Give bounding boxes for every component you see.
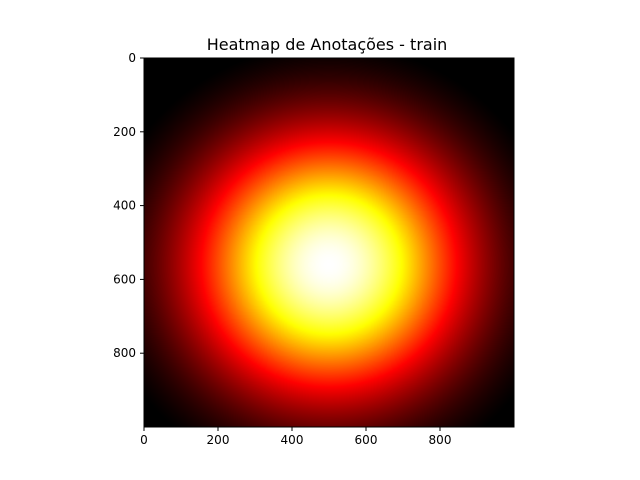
x-tick-label: 600	[355, 433, 378, 447]
x-axis: 0 200 400 600 800	[140, 427, 451, 447]
y-axis: 0 200 400 600 800	[113, 51, 144, 360]
y-tick-label: 400	[113, 199, 136, 213]
y-tick-label: 0	[128, 51, 136, 65]
x-tick-label: 800	[429, 433, 452, 447]
y-tick-label: 200	[113, 125, 136, 139]
x-tick-label: 200	[207, 433, 230, 447]
x-tick-label: 400	[281, 433, 304, 447]
plot-area	[144, 58, 514, 427]
chart-title: Heatmap de Anotações - train	[207, 35, 448, 54]
x-tick-label: 0	[140, 433, 148, 447]
heatmap-image	[144, 58, 514, 427]
y-tick-label: 800	[113, 346, 136, 360]
y-tick-label: 600	[113, 272, 136, 286]
